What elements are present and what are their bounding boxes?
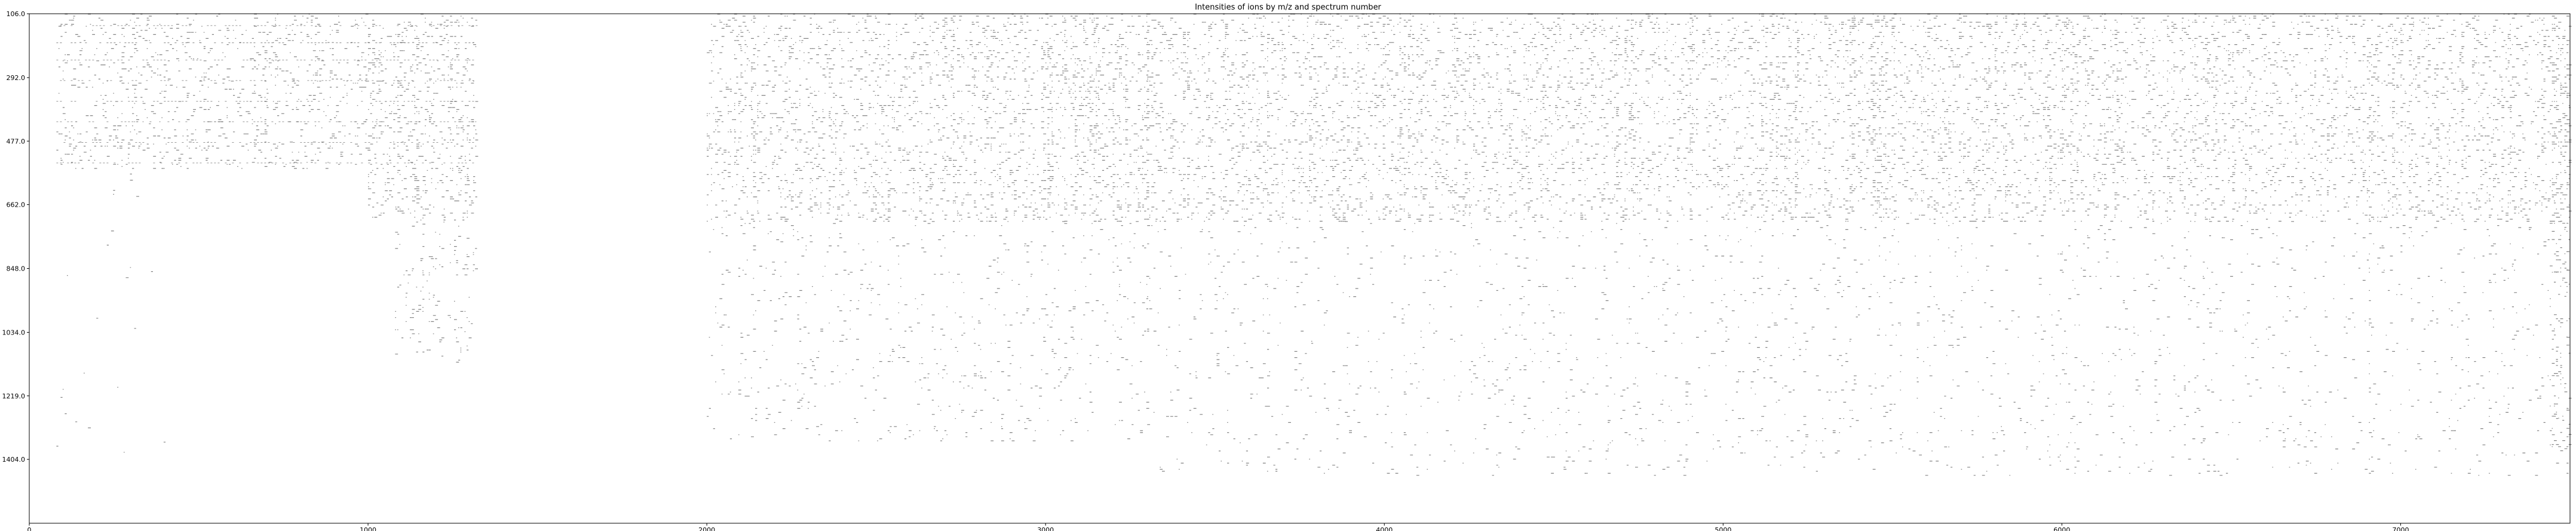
y-tick-label: 848.0 [7,265,26,273]
x-tick-label: 0 [27,526,32,531]
y-tick-label: 477.0 [7,137,26,145]
x-tick-label: 4000 [1376,526,1393,531]
heatmap-cells [56,14,2572,476]
y-tick-label: 1219.0 [2,392,26,400]
x-tick-label: 1000 [360,526,376,531]
y-axis: 106.0 292.0 477.0 662.0 848.0 1034.0 1219.0 140… [2,10,29,464]
y-tick-label: 292.0 [7,74,26,82]
y-tick-label: 106.0 [7,10,26,18]
x-tick-label: 6000 [2053,526,2070,531]
x-tick-label: 5000 [1715,526,1731,531]
ion-trace-marks [56,25,478,164]
x-tick-label: 7000 [2392,526,2409,531]
y-tick-label: 1404.0 [2,456,26,464]
y-tick-label: 1034.0 [2,329,26,336]
x-tick-label: 3000 [1037,526,1054,531]
chart-title: Intensities of ions by m/z and spectrum … [1195,3,1381,12]
y-tick-label: 662.0 [7,201,26,209]
x-tick-label: 2000 [698,526,715,531]
x-axis: 0 1000 2000 3000 4000 5000 6000 7000 [27,523,2409,531]
